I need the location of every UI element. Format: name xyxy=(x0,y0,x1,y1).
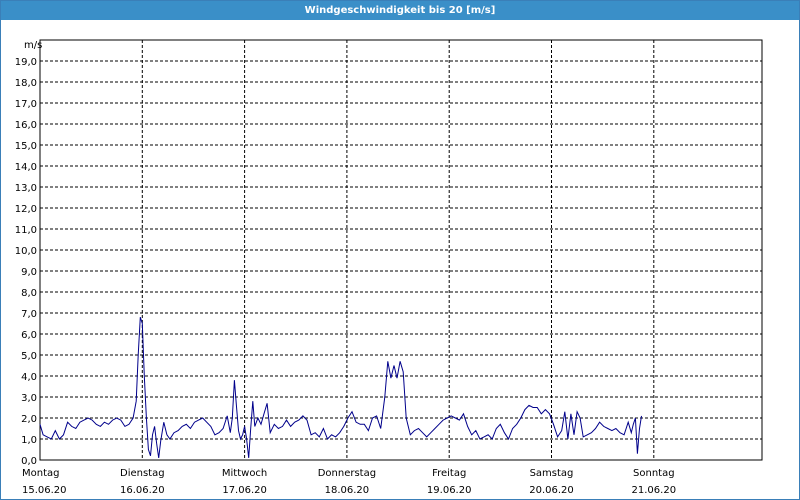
y-tick-label: 3,0 xyxy=(21,393,37,404)
y-tick-label: 13,0 xyxy=(15,183,37,194)
y-tick-label: 11,0 xyxy=(15,225,37,236)
y-tick-label: 7,0 xyxy=(21,309,37,320)
y-tick-labels: 0,0 1,0 2,0 3,0 4,0 5,0 6,0 7,0 8,0 9,0 10,0 11,0 12… xyxy=(15,57,37,467)
x-tick-date-label: 18.06.20 xyxy=(325,485,370,496)
y-tick-label: 19,0 xyxy=(15,57,37,68)
chart-title: Windgeschwindigkeit bis 20 [m/s] xyxy=(1,1,799,20)
x-tick-day-label: Sonntag xyxy=(633,468,675,479)
y-tick-label: 18,0 xyxy=(15,78,37,89)
y-tick-label: 1,0 xyxy=(21,435,37,446)
series-line xyxy=(39,317,642,458)
x-tick-date-label: 17.06.20 xyxy=(222,485,267,496)
y-tick-label: 8,0 xyxy=(21,288,37,299)
y-tick-label: 14,0 xyxy=(15,162,37,173)
y-tick-label: 0,0 xyxy=(21,456,37,467)
x-tick-date-label: 15.06.20 xyxy=(22,485,67,496)
y-tick-label: 2,0 xyxy=(21,414,37,425)
y-tick-label: 17,0 xyxy=(15,99,37,110)
x-tick-date-label: 21.06.20 xyxy=(632,485,677,496)
y-tick-label: 4,0 xyxy=(21,372,37,383)
series-layer xyxy=(39,317,642,458)
y-tick-label: 10,0 xyxy=(15,246,37,257)
y-axis-label: m/s xyxy=(24,40,42,51)
x-tick-day-label: Mittwoch xyxy=(222,468,267,479)
y-tick-label: 9,0 xyxy=(21,267,37,278)
x-tick-day-label: Montag xyxy=(22,468,59,479)
y-tick-label: 15,0 xyxy=(15,141,37,152)
y-tick-label: 5,0 xyxy=(21,351,37,362)
x-tick-date-label: 20.06.20 xyxy=(529,485,574,496)
x-tick-day-label: Samstag xyxy=(530,468,574,479)
y-tick-label: 12,0 xyxy=(15,204,37,215)
x-tick-day-label: Freitag xyxy=(432,468,466,479)
y-tick-label: 16,0 xyxy=(15,120,37,131)
x-tick-date-label: 19.06.20 xyxy=(427,485,472,496)
x-tick-date-label: 16.06.20 xyxy=(120,485,165,496)
y-tick-label: 6,0 xyxy=(21,330,37,341)
x-tick-day-label: Dienstag xyxy=(120,468,165,479)
x-tick-labels: Montag 15.06.20 Dienstag 16.06.20 Mittwoch 17… xyxy=(22,468,676,496)
x-tick-day-label: Donnerstag xyxy=(318,468,376,479)
